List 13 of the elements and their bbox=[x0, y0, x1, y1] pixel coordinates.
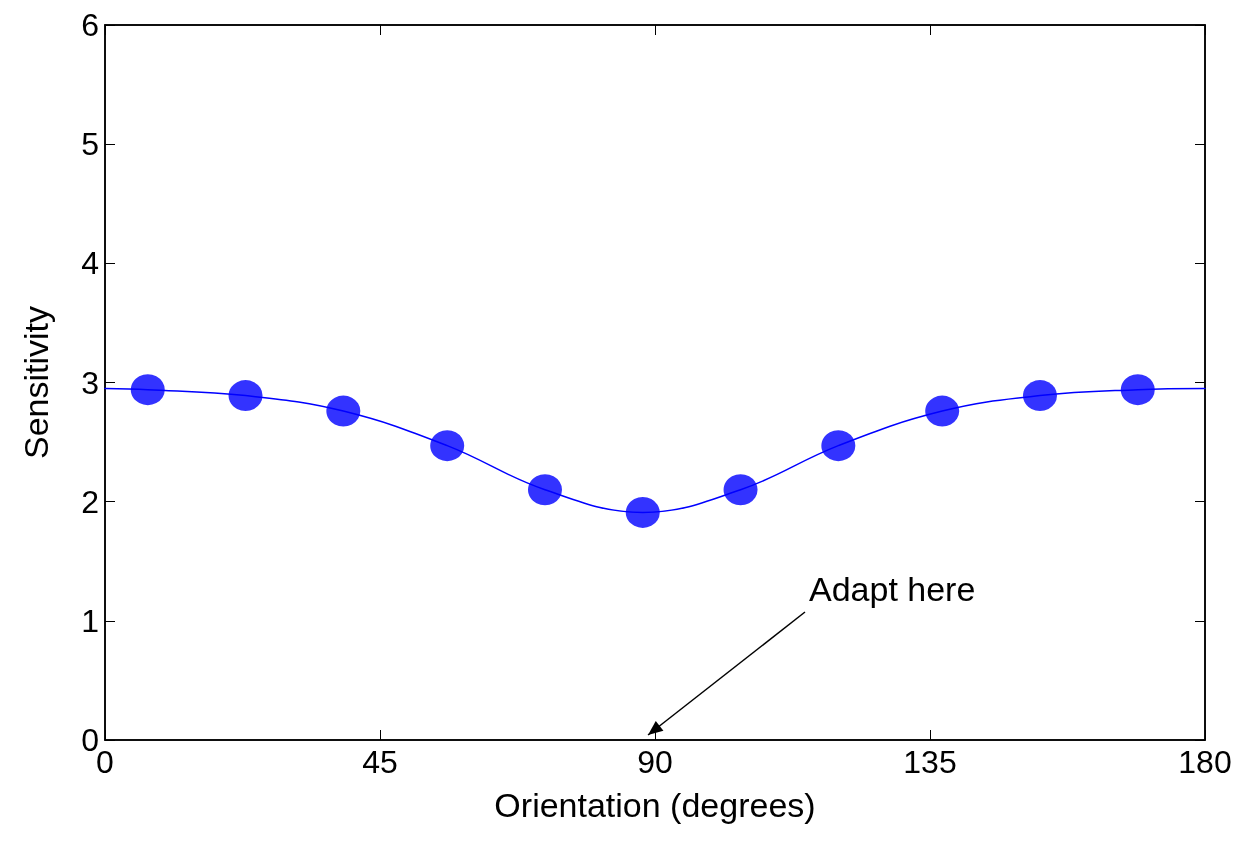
x-axis-title: Orientation (degrees) bbox=[494, 786, 816, 824]
y-tick-label: 4 bbox=[81, 245, 99, 282]
x-tick-label: 90 bbox=[637, 744, 673, 780]
x-tick-label: 45 bbox=[362, 744, 398, 780]
x-tick-label: 180 bbox=[1178, 744, 1232, 780]
y-tick-label: 3 bbox=[81, 364, 99, 401]
x-tick-label: 135 bbox=[903, 744, 957, 780]
y-tick-label: 5 bbox=[81, 126, 99, 163]
y-axis-title: Sensitivity bbox=[17, 305, 55, 460]
y-tick-label: 2 bbox=[81, 483, 99, 520]
y-tick-label: 1 bbox=[81, 602, 99, 639]
y-tick-label: 6 bbox=[81, 7, 99, 43]
annotation: Adapt here bbox=[809, 570, 976, 608]
